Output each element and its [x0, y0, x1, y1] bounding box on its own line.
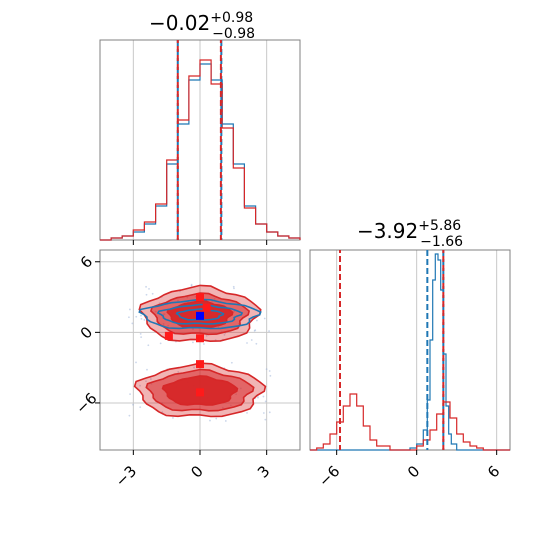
title-upper: +0.98 — [210, 10, 253, 26]
scatter-point — [145, 285, 147, 288]
red-marker — [196, 360, 204, 369]
title-median: −0.02 — [149, 11, 210, 35]
scatter-point — [148, 287, 150, 290]
scatter-point — [263, 317, 266, 320]
red-marker — [202, 303, 211, 312]
scatter-point — [233, 287, 235, 290]
y-tick-label: −6 — [72, 389, 100, 417]
title-hist-y: −3.92+5.86 −1.66 — [357, 218, 463, 250]
x-tick-label: 0 — [187, 462, 206, 481]
x-tick-label: −3 — [112, 462, 140, 490]
title-median: −3.92 — [357, 219, 418, 243]
scatter-point — [146, 368, 148, 371]
scatter-point — [140, 317, 143, 320]
y-tick-label: 6 — [77, 252, 96, 271]
scatter-point — [128, 316, 130, 319]
panel-hist-x — [99, 39, 301, 245]
scatter-point — [159, 342, 162, 345]
scatter-point — [250, 339, 253, 341]
scatter-point — [256, 319, 258, 322]
blue-contour — [138, 298, 262, 330]
title-lower: −1.66 — [420, 234, 463, 250]
scatter-point — [255, 342, 258, 345]
x-tick-label: 0 — [404, 462, 423, 481]
scatter-point — [254, 329, 257, 332]
scatter-point — [147, 344, 150, 347]
blue-marker — [196, 311, 204, 320]
x-tick-label: −6 — [315, 462, 343, 490]
scatter-point — [132, 403, 134, 406]
scatter-point — [264, 418, 267, 421]
title-lower: −0.98 — [212, 26, 255, 42]
blue-contour — [156, 303, 244, 325]
scatter-point — [224, 420, 227, 422]
scatter-point — [128, 414, 131, 417]
scatter-point — [193, 366, 195, 369]
scatter-point — [205, 334, 208, 337]
scatter-point — [268, 330, 270, 332]
hist-blue — [310, 253, 510, 451]
scatter-point — [230, 361, 233, 364]
scatter-point — [139, 332, 142, 335]
scatter-point — [232, 285, 235, 288]
scatter-point — [145, 380, 147, 383]
scatter-point — [215, 417, 218, 420]
scatter-point — [149, 378, 152, 380]
scatter-point — [246, 342, 248, 344]
scatter-point — [209, 419, 211, 422]
scatter-point — [268, 370, 271, 372]
scatter-point — [172, 417, 174, 419]
scatter-point — [269, 374, 272, 377]
scatter-point — [192, 341, 194, 344]
panel-joint-contour: −3 0 3 −6 0 6 — [72, 249, 301, 490]
scatter-point — [143, 319, 146, 321]
scatter-point — [257, 396, 259, 399]
red-marker — [164, 331, 173, 340]
red-marker — [196, 388, 204, 397]
x-tick-label: 3 — [254, 462, 273, 481]
y-tick-label: 0 — [77, 323, 96, 342]
scatter-point — [135, 361, 137, 364]
scatter-point — [135, 315, 138, 318]
scatter-point — [268, 411, 271, 414]
scatter-point — [151, 292, 154, 295]
scatter-point — [190, 284, 193, 287]
scatter-point — [262, 412, 265, 414]
scatter-point — [145, 293, 148, 296]
x-tick-label: 6 — [484, 462, 503, 481]
scatter-point — [203, 343, 205, 345]
scatter-point — [223, 333, 226, 336]
scatter-point — [262, 395, 265, 398]
scatter-point — [140, 314, 142, 317]
scatter-point — [177, 371, 180, 373]
scatter-point — [264, 400, 267, 403]
panel-hist-y: −6 0 6 — [309, 249, 511, 490]
title-upper: +5.86 — [418, 218, 461, 234]
scatter-point — [131, 322, 134, 325]
title-hist-x: −0.02+0.98 −0.98 — [149, 10, 255, 42]
red-marker — [196, 293, 204, 302]
scatter-point — [246, 411, 248, 414]
red-marker — [196, 334, 204, 343]
hist-red — [100, 59, 301, 241]
scatter-point — [140, 336, 143, 338]
scatter-point — [139, 406, 142, 409]
scatter-point — [128, 308, 131, 311]
scatter-point — [265, 368, 268, 371]
scatter-point — [129, 393, 131, 396]
scatter-point — [139, 384, 141, 387]
